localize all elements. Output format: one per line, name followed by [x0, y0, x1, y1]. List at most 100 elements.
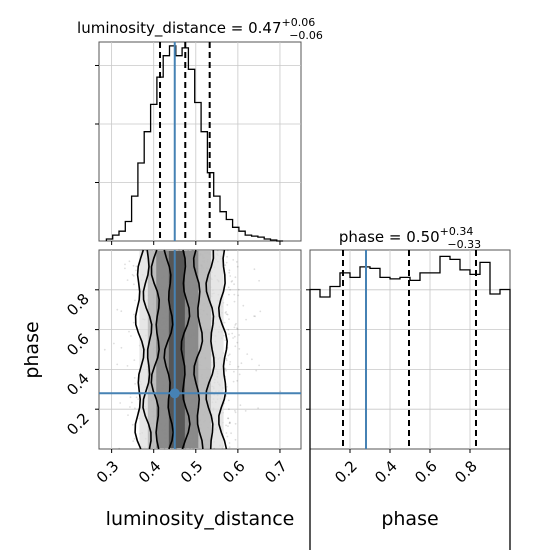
scatter-point [228, 442, 231, 444]
x-tick-label: 0.5 [177, 457, 207, 487]
scatter-point [258, 279, 260, 282]
scatter-point [132, 264, 135, 267]
x-tick-label: 0.8 [451, 457, 481, 487]
scatter-point [228, 333, 230, 335]
scatter-point [228, 293, 230, 296]
scatter-point [279, 390, 282, 393]
scatter-point [129, 396, 132, 399]
scatter-point [228, 318, 230, 320]
scatter-point [133, 283, 135, 286]
histograms [105, 45, 511, 550]
scatter-point [226, 304, 229, 306]
scatter-point [226, 313, 229, 316]
scatter-point [228, 271, 231, 274]
title-main: phase = 0.50 [339, 228, 440, 246]
scatter-point [224, 312, 227, 314]
scatter-point [245, 318, 248, 321]
scatter-point [178, 249, 180, 251]
luminosity-distance-hist-frame [98, 41, 302, 242]
title-sup: +0.06 [282, 16, 316, 29]
y-tick-label: 0.4 [63, 370, 93, 400]
scatter-point [131, 423, 134, 426]
scatter-point [236, 265, 239, 268]
title-sup: +0.34 [440, 225, 474, 238]
scatter-point [129, 406, 131, 408]
contour-line [163, 249, 175, 450]
scatter-point [226, 385, 228, 388]
scatter-point [118, 447, 121, 450]
scatter-point [226, 435, 229, 438]
x-tick-label: 0.2 [331, 457, 361, 487]
scatter-point [119, 402, 122, 404]
phase-hist-title: phase = 0.50+0.34 −0.33 [339, 225, 481, 251]
scatter-point [235, 322, 237, 325]
scatter-point [225, 369, 228, 372]
contour-line [142, 249, 153, 450]
scatter-point [228, 422, 231, 425]
scatter-point [227, 417, 230, 420]
scatter-point [113, 342, 115, 345]
scatter-point [132, 321, 135, 324]
scatter-point [137, 398, 140, 400]
scatter-point [251, 358, 253, 361]
scatter-point [238, 334, 241, 336]
scatter-point [134, 299, 136, 302]
y-axis-label-phase: phase [21, 321, 43, 378]
luminosity-distance-histogram [105, 45, 284, 242]
scatter-point [253, 315, 256, 317]
scatter-point [227, 354, 230, 357]
phase-histogram [309, 255, 511, 550]
scatter-point [236, 379, 239, 382]
joint-panel-frame [98, 249, 302, 450]
scatter-point [228, 421, 231, 424]
scatter-point [132, 275, 135, 277]
joint-density [103, 249, 282, 450]
scatter-point [224, 339, 227, 341]
injection-point [169, 388, 180, 399]
scatter-point [231, 280, 234, 282]
title-sub: −0.33 [447, 238, 481, 251]
scatter-point [255, 369, 258, 372]
scatter-point [240, 362, 243, 365]
scatter-point [227, 417, 229, 420]
y-tick-label: 0.6 [63, 330, 93, 360]
scatter-point [238, 348, 241, 350]
scatter-point [133, 377, 136, 379]
title-main: luminosity_distance = 0.47 [77, 19, 281, 38]
scatter-point [116, 363, 119, 366]
scatter-point [128, 330, 130, 333]
luminosity-distance-hist-title: luminosity_distance = 0.47+0.06 −0.06 [77, 16, 323, 42]
scatter-point [225, 311, 228, 313]
x-tick-label: 0.3 [93, 457, 123, 487]
scatter-point [227, 399, 230, 402]
tick-marks [95, 64, 471, 453]
density-band [168, 251, 185, 448]
scatter-point [233, 370, 235, 373]
scatter-point [229, 422, 231, 424]
scatter-point [225, 432, 228, 434]
scatter-point [234, 409, 236, 412]
y-tick-label: 0.2 [63, 409, 93, 439]
scatter-point [238, 373, 241, 376]
scatter-point [225, 359, 228, 362]
scatter-point [124, 263, 126, 266]
scatter-point [237, 288, 240, 291]
scatter-point [259, 310, 262, 313]
scatter-point [253, 268, 256, 271]
title-sub: −0.06 [289, 29, 323, 42]
scatter-point [175, 448, 178, 450]
scatter-point [231, 332, 234, 335]
scatter-point [234, 438, 237, 441]
quantile-lines [159, 42, 477, 449]
scatter-point [257, 407, 259, 409]
scatter-point [228, 353, 231, 356]
scatter-point [124, 267, 126, 270]
scatter-point [233, 293, 236, 296]
scatter-point [127, 414, 129, 416]
scatter-point [126, 365, 129, 367]
scatter-point [254, 315, 256, 318]
x-tick-label: 0.4 [371, 457, 401, 487]
scatter-point [226, 255, 229, 258]
scatter-point [236, 327, 238, 330]
contour-line [150, 249, 161, 450]
